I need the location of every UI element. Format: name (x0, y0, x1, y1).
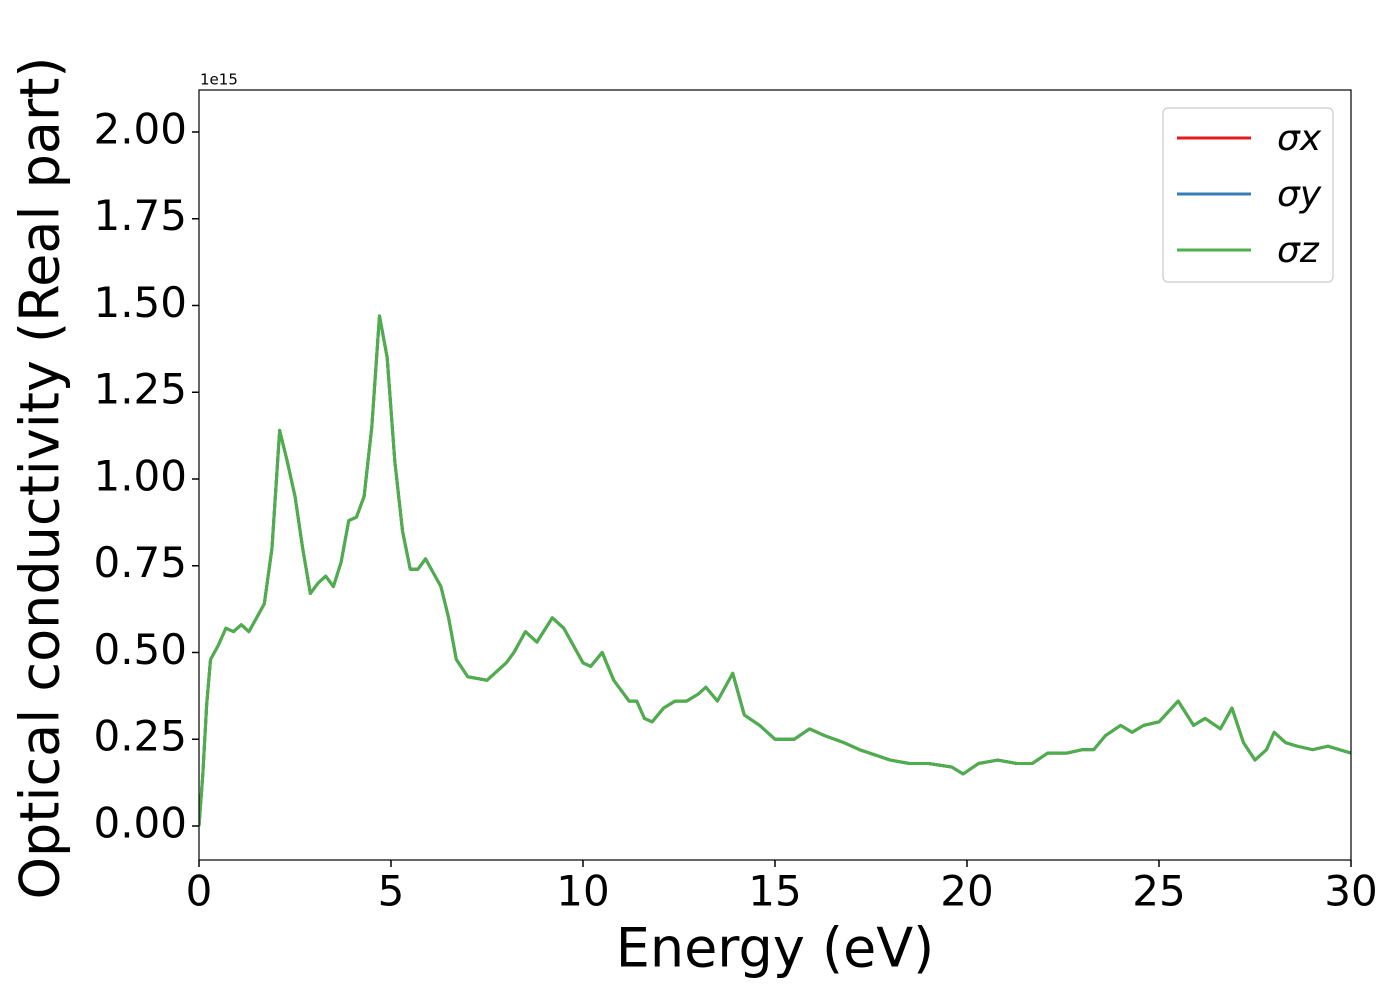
y-tick-label: 0.25 (93, 712, 187, 761)
plot-frame (198, 89, 1352, 861)
legend-label: σx (1277, 118, 1322, 159)
x-tick-label: 20 (940, 867, 993, 916)
y-tick-label: 1.00 (93, 451, 187, 500)
y-tick-label: 1.50 (93, 278, 187, 327)
y-tick-label: 0.75 (93, 538, 187, 587)
x-tick-label: 15 (748, 867, 801, 916)
x-tick-label: 25 (1132, 867, 1185, 916)
x-tick-label: 0 (186, 867, 213, 916)
y-tick-label: 0.50 (93, 625, 187, 674)
y-axis-label: Optical conductivity (Real part) (9, 57, 72, 900)
x-axis-label: Energy (eV) (616, 917, 935, 980)
x-tick-label: 30 (1324, 867, 1377, 916)
series-line (199, 314, 1351, 827)
legend-label: σz (1277, 230, 1320, 271)
y-tick-label: 1.25 (93, 365, 187, 414)
x-tick-label: 5 (378, 867, 405, 916)
x-tick-label: 10 (556, 867, 609, 916)
y-tick-label: 0.00 (93, 798, 187, 847)
y-tick-label: 2.00 (93, 104, 187, 153)
legend-label: σy (1277, 174, 1322, 215)
y-offset-label: 1e15 (200, 71, 238, 89)
y-tick-label: 1.75 (93, 191, 187, 240)
